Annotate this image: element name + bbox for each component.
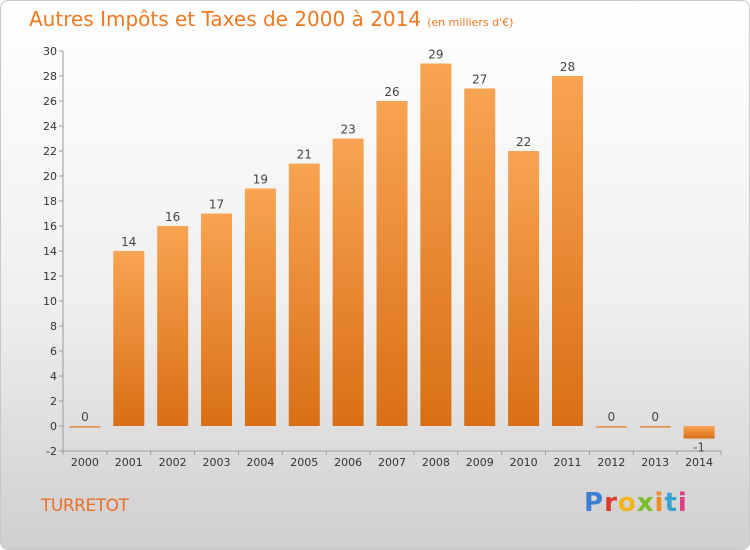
data-label-2008: 29 (428, 48, 443, 62)
x-tick-label: 2011 (553, 456, 581, 469)
y-tick-label: 30 (43, 45, 57, 58)
y-tick-label: 6 (50, 345, 57, 358)
x-tick-label: 2009 (466, 456, 494, 469)
y-tick-label: 12 (43, 270, 57, 283)
data-label-2001: 14 (121, 235, 136, 249)
logo-letter: o (617, 488, 637, 518)
bar-2009 (464, 88, 496, 426)
y-tick-label: 20 (43, 170, 57, 183)
chart-title-text: Autres Impôts et Taxes de 2000 à 2014 (29, 7, 422, 31)
y-tick-label: 18 (43, 195, 57, 208)
logo-letter: P (584, 488, 605, 518)
data-label-2006: 23 (340, 123, 355, 137)
chart-unit: (en milliers d'€) (427, 16, 514, 29)
data-label-2012: 0 (608, 410, 616, 424)
bar-2010 (508, 151, 540, 426)
bar-2011 (551, 76, 583, 426)
y-tick-label: -2 (46, 445, 57, 458)
bar-2014 (683, 426, 715, 439)
data-label-2005: 21 (297, 148, 312, 162)
data-label-2009: 27 (472, 73, 487, 87)
y-tick-label: 26 (43, 95, 57, 108)
y-tick-label: 2 (50, 395, 57, 408)
data-label-2007: 26 (384, 85, 399, 99)
data-label-2011: 28 (560, 60, 575, 74)
data-label-2013: 0 (651, 410, 659, 424)
logo-letter: t (664, 488, 678, 518)
y-tick-label: 10 (43, 295, 57, 308)
x-tick-label: 2006 (334, 456, 362, 469)
bar-2006 (332, 138, 364, 426)
x-tick-label: 2013 (641, 456, 669, 469)
data-label-2000: 0 (81, 410, 89, 424)
data-label-2014: -1 (693, 441, 705, 455)
x-tick-label: 2002 (159, 456, 187, 469)
bar-2008 (420, 63, 452, 426)
y-tick-label: 22 (43, 145, 57, 158)
x-tick-label: 2008 (422, 456, 450, 469)
bar-2005 (288, 163, 320, 426)
data-label-2002: 16 (165, 210, 180, 224)
bar-2012 (595, 426, 627, 428)
y-tick-label: 4 (50, 370, 57, 383)
x-tick-label: 2000 (71, 456, 99, 469)
bar-2007 (376, 101, 408, 426)
bar-2004 (244, 188, 276, 426)
proxiti-logo: Proxiti (584, 488, 688, 518)
data-label-2003: 17 (209, 198, 224, 212)
x-tick-label: 2012 (597, 456, 625, 469)
x-tick-label: 2014 (685, 456, 713, 469)
x-tick-label: 2010 (510, 456, 538, 469)
y-tick-label: 28 (43, 70, 57, 83)
bar-2013 (639, 426, 671, 428)
x-tick-label: 2007 (378, 456, 406, 469)
logo-letter: r (604, 488, 618, 518)
y-tick-label: 14 (43, 245, 57, 258)
logo-letter: i (677, 488, 688, 518)
x-tick-label: 2003 (203, 456, 231, 469)
logo-letter: i (654, 488, 665, 518)
commune-name: TURRETOT (41, 496, 129, 516)
x-tick-label: 2001 (115, 456, 143, 469)
logo-letter: x (636, 488, 655, 518)
bar-2001 (113, 251, 145, 426)
y-tick-label: 0 (50, 420, 57, 433)
chart-title: Autres Impôts et Taxes de 2000 à 2014 (en… (29, 7, 513, 31)
bar-2003 (201, 213, 233, 426)
y-tick-label: 16 (43, 220, 57, 233)
y-tick-label: 8 (50, 320, 57, 333)
y-tick-label: 24 (43, 120, 57, 133)
data-label-2004: 19 (253, 173, 268, 187)
bar-2000 (69, 426, 101, 428)
x-tick-label: 2005 (290, 456, 318, 469)
x-tick-label: 2004 (246, 456, 274, 469)
bar-2002 (157, 226, 189, 426)
data-label-2010: 22 (516, 135, 531, 149)
